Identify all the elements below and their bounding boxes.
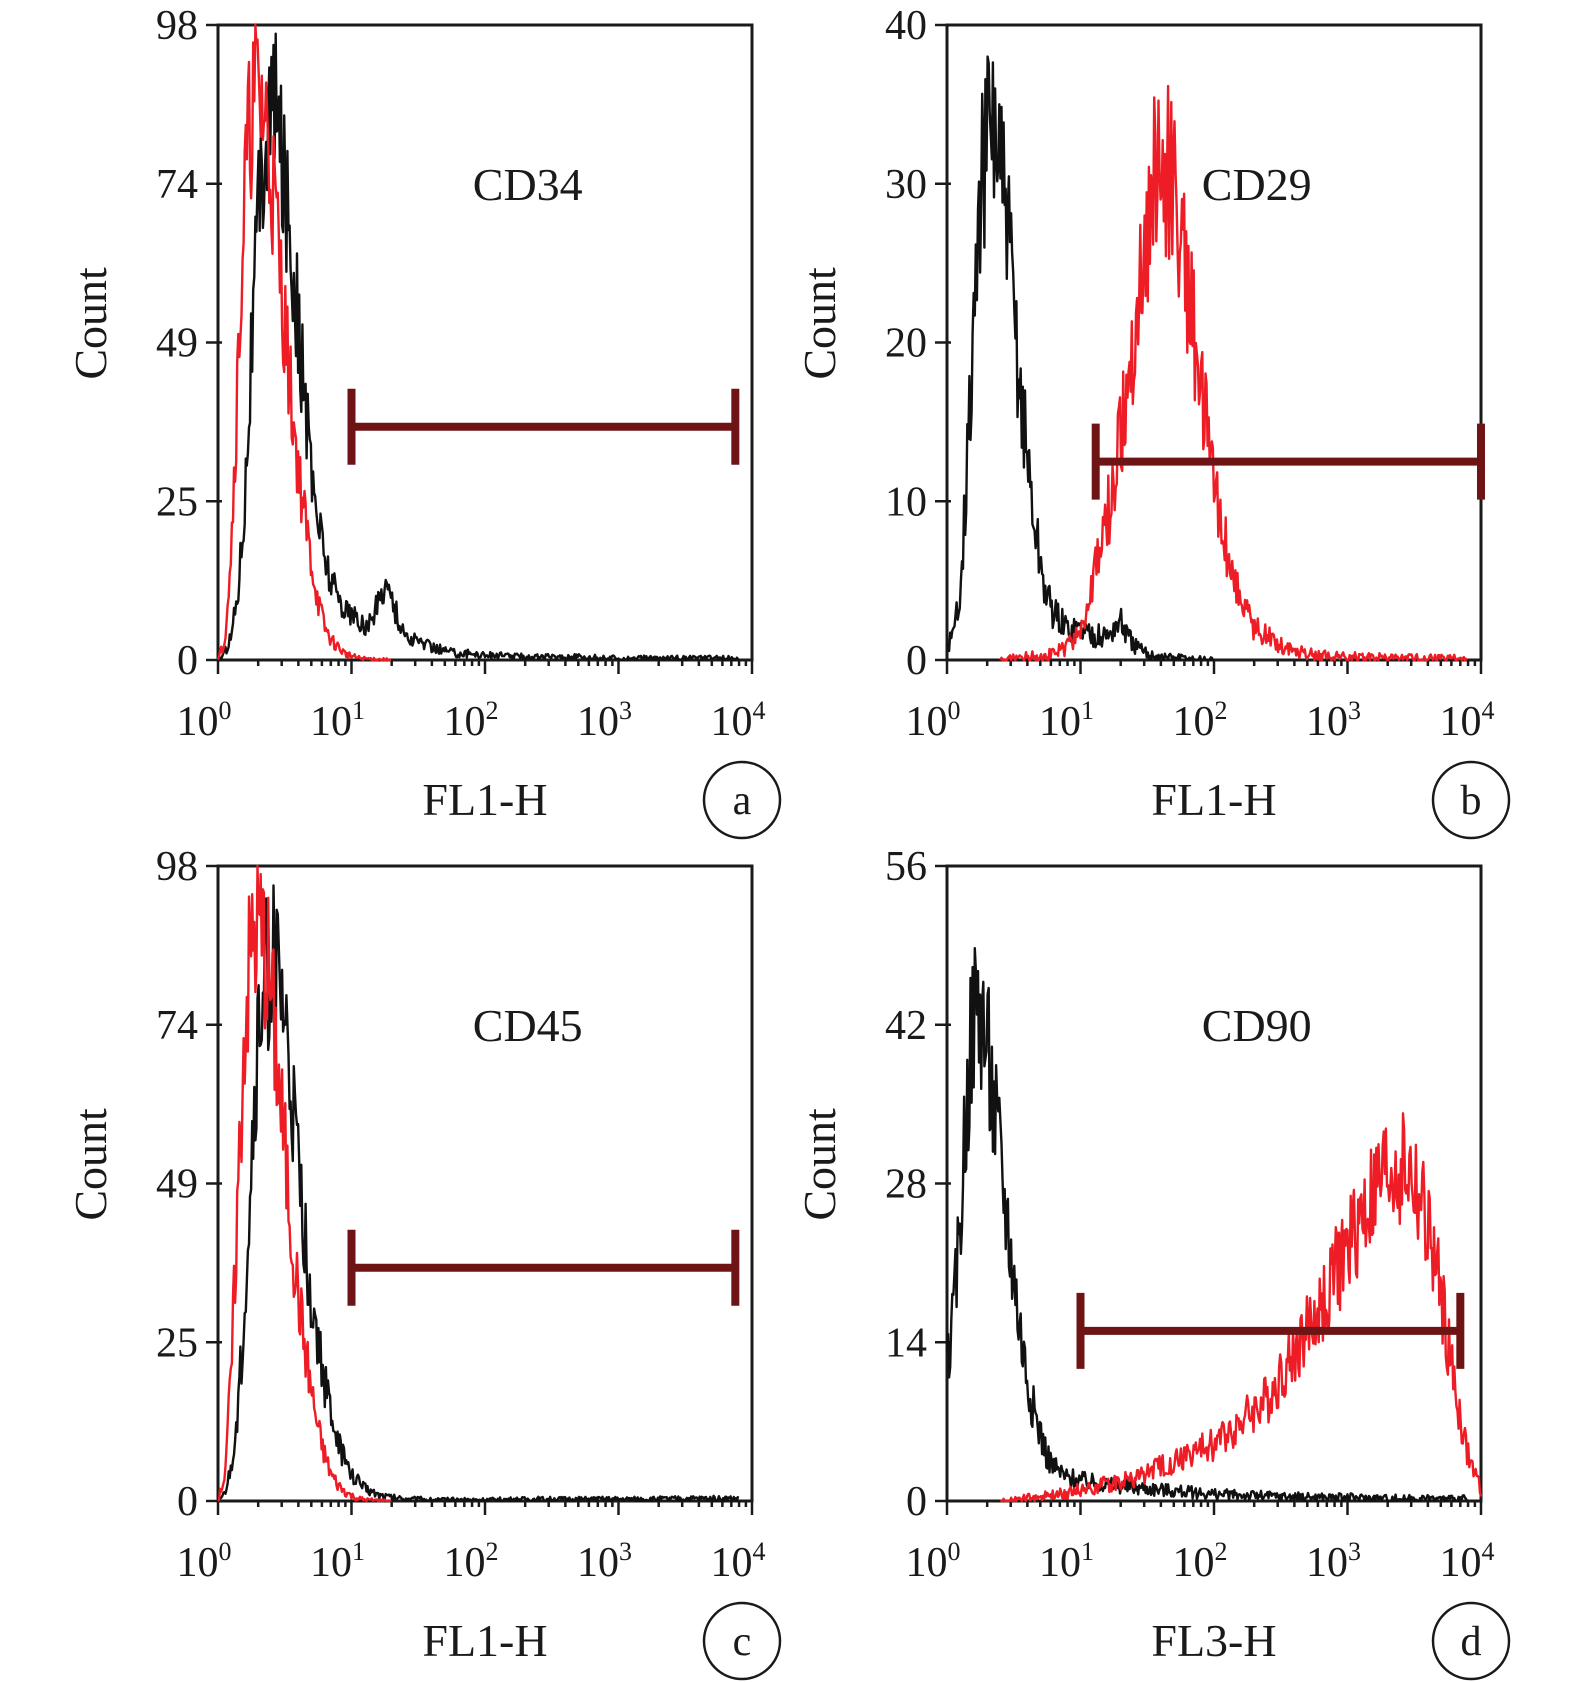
histogram-trace-control — [945, 947, 1469, 1503]
y-tick-label: 14 — [885, 1320, 927, 1366]
histogram-trace-stained — [999, 84, 1468, 662]
x-tick-label: 102 — [1173, 696, 1228, 745]
y-tick-label: 98 — [156, 3, 198, 49]
x-tick-label: 102 — [1173, 1537, 1228, 1586]
y-axis-title: Count — [794, 1108, 845, 1221]
panel-letter: a — [733, 778, 752, 824]
y-tick-label: 25 — [156, 1320, 198, 1366]
x-tick-label: 104 — [1440, 696, 1495, 745]
x-axis-title: FL3-H — [1151, 1615, 1276, 1666]
y-tick-label: 40 — [885, 3, 927, 49]
x-tick-label: 103 — [1306, 696, 1361, 745]
y-tick-label: 42 — [885, 1003, 927, 1049]
panel-letter-circle — [1431, 1601, 1511, 1681]
x-tick-label: 104 — [1440, 1537, 1495, 1586]
marker-label: CD45 — [473, 1000, 583, 1051]
panel-d: 0 14 28 42 56 100 101 102 103 104 FL3-H Count CD90 d — [794, 844, 1511, 1681]
x-tick-label: 101 — [1039, 1537, 1094, 1586]
x-tick-label: 103 — [577, 696, 632, 745]
gate-marker — [347, 1229, 740, 1306]
histogram-trace-stained — [999, 1112, 1483, 1503]
x-axis-title: FL1-H — [1151, 774, 1276, 825]
y-axis-title: Count — [794, 267, 845, 380]
panel-letter: c — [733, 1619, 752, 1665]
marker-label: CD34 — [473, 159, 583, 210]
y-tick-label: 0 — [906, 638, 927, 684]
y-tick-label: 49 — [156, 321, 198, 367]
x-tick-label: 100 — [906, 696, 961, 745]
y-tick-label: 98 — [156, 844, 198, 890]
plot-frame — [216, 864, 754, 1503]
y-tick-label: 74 — [156, 162, 198, 208]
panel-c: 0 25 49 74 98 100 101 102 103 104 FL1-H Count CD45 c — [65, 844, 782, 1681]
x-tick-label: 104 — [711, 696, 766, 745]
x-tick-label: 102 — [444, 696, 499, 745]
x-tick-label: 100 — [906, 1537, 961, 1586]
panel-b: 0 10 20 30 40 100 101 102 103 104 FL1-H Count CD29 b — [794, 3, 1511, 840]
y-axis-title: Count — [65, 1108, 116, 1221]
panel-letter: d — [1461, 1619, 1482, 1665]
gate-marker — [347, 388, 740, 465]
panel-letter: b — [1461, 778, 1482, 824]
histogram-trace-stained — [217, 864, 392, 1503]
histogram-trace-control — [217, 884, 740, 1503]
x-tick-label: 102 — [444, 1537, 499, 1586]
x-tick-label: 103 — [577, 1537, 632, 1586]
x-axis-title: FL1-H — [422, 1615, 547, 1666]
panel-letter-circle — [702, 1601, 782, 1681]
plot-frame — [945, 23, 1483, 662]
marker-label: CD90 — [1202, 1000, 1312, 1051]
y-axis-title: Count — [65, 267, 116, 380]
x-tick-label: 103 — [1306, 1537, 1361, 1586]
panel-letter-circle — [1431, 760, 1511, 840]
histogram-trace-control — [217, 32, 740, 662]
x-tick-label: 101 — [310, 1537, 365, 1586]
y-tick-label: 28 — [885, 1162, 927, 1208]
y-tick-label: 0 — [177, 638, 198, 684]
y-tick-label: 74 — [156, 1003, 198, 1049]
panel-a: 0 25 49 74 98 100 101 102 103 104 FL1-H Count CD34 a — [65, 3, 782, 840]
y-tick-label: 30 — [885, 162, 927, 208]
x-tick-label: 101 — [1039, 696, 1094, 745]
gate-marker — [1091, 423, 1485, 500]
y-tick-label: 10 — [885, 479, 927, 525]
x-tick-label: 101 — [310, 696, 365, 745]
histogram-trace-stained — [216, 23, 392, 662]
panel-letter-circle — [702, 760, 782, 840]
y-tick-label: 0 — [177, 1479, 198, 1525]
x-axis-title: FL1-H — [422, 774, 547, 825]
y-tick-label: 0 — [906, 1479, 927, 1525]
y-tick-label: 56 — [885, 844, 927, 890]
marker-label: CD29 — [1202, 159, 1312, 210]
y-tick-label: 25 — [156, 479, 198, 525]
x-tick-label: 100 — [177, 1537, 232, 1586]
y-tick-label: 20 — [885, 321, 927, 367]
x-tick-label: 100 — [177, 696, 232, 745]
x-tick-label: 104 — [711, 1537, 766, 1586]
gate-marker — [1076, 1292, 1465, 1369]
y-tick-label: 49 — [156, 1162, 198, 1208]
